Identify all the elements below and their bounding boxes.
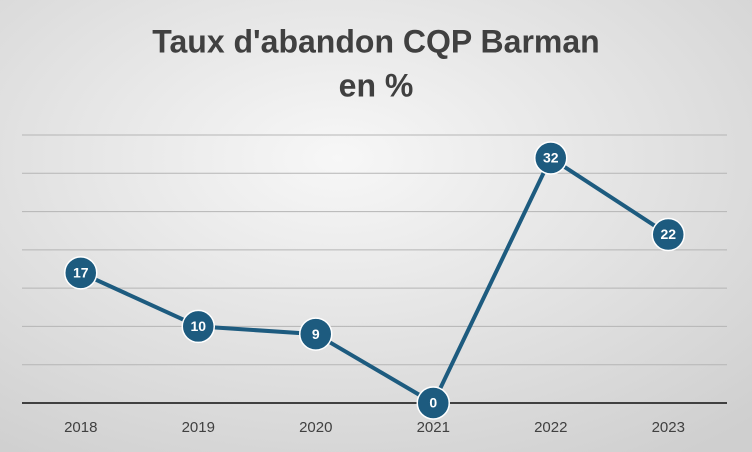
data-point [181, 309, 215, 344]
x-tick-label: 2023 [652, 419, 685, 436]
data-label: 17 [73, 265, 89, 281]
data-label: 9 [312, 326, 320, 342]
x-tick-label: 2018 [64, 419, 97, 436]
chart-subtitle: en % [339, 67, 414, 103]
data-point [64, 256, 98, 290]
data-line [79, 155, 670, 405]
data-label: 22 [660, 226, 676, 242]
data-point [416, 386, 450, 420]
data-label: 10 [190, 318, 206, 334]
data-point [299, 317, 333, 351]
x-tick-label: 2021 [417, 419, 450, 436]
chart-title: Taux d'abandon CQP Barman [152, 23, 599, 59]
x-tick-label: 2022 [534, 419, 567, 436]
x-tick-label: 2019 [182, 419, 215, 436]
data-point [534, 141, 568, 175]
data-point [651, 217, 685, 252]
data-label: 0 [429, 395, 437, 411]
x-tick-label: 2020 [299, 419, 332, 436]
data-label: 32 [543, 150, 559, 166]
